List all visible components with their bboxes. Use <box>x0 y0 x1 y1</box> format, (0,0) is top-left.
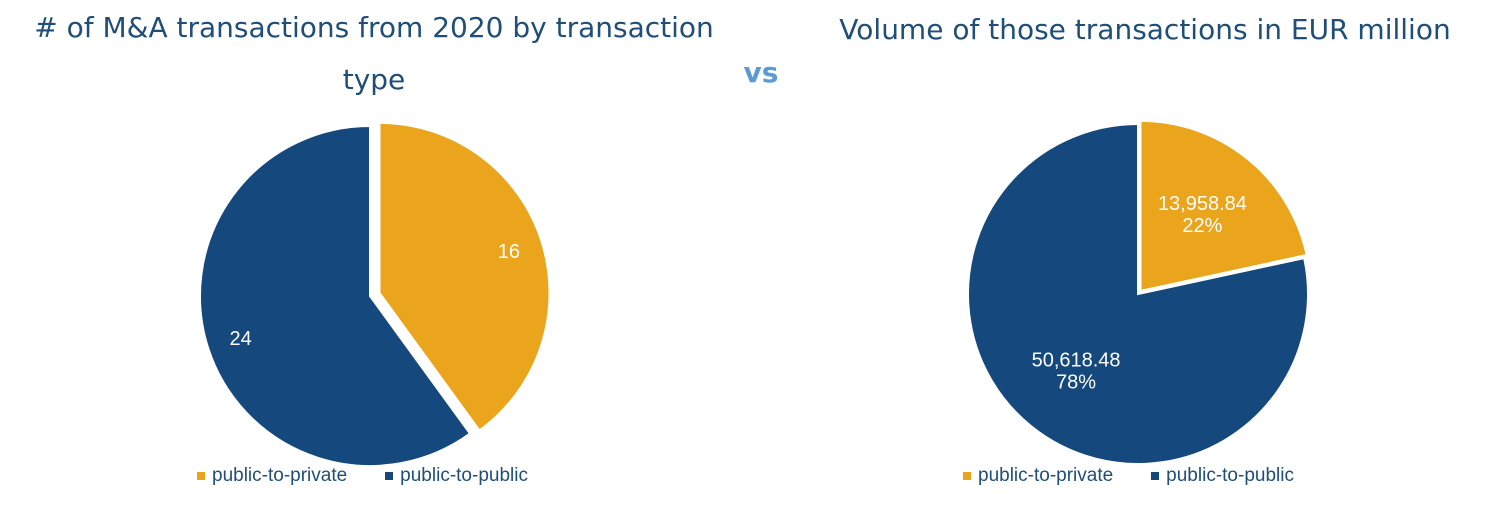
legend-item-public-to-public: public-to-public <box>385 465 528 487</box>
data-label-public-to-public: 24 <box>230 328 252 350</box>
data-label-public-to-private: 16 <box>498 241 520 263</box>
legend-swatch-public-to-public <box>385 472 394 480</box>
legend-right: public-to-private public-to-public <box>963 465 1294 487</box>
chart-title-left: # of M&A transactions from 2020 by trans… <box>34 11 714 96</box>
data-label-public-to-private: 13,958.84 22% <box>1158 193 1247 237</box>
chart-title-right: Volume of those transactions in EUR mill… <box>839 13 1451 46</box>
legend-swatch-public-to-private <box>197 472 205 480</box>
pie-slice-public-to-public <box>199 124 472 467</box>
legend-label: public-to-public <box>400 465 528 486</box>
legend-left: public-to-private public-to-public <box>197 465 528 487</box>
legend-item-public-to-private: public-to-private <box>963 465 1113 487</box>
pie-slice-public-to-private <box>378 121 551 432</box>
legend-label: public-to-private <box>212 465 348 486</box>
legend-swatch-public-to-public <box>1151 472 1160 480</box>
pie-slice-public-to-public <box>967 122 1309 465</box>
legend-item-public-to-public: public-to-public <box>1151 465 1294 487</box>
legend-label: public-to-private <box>978 465 1114 486</box>
data-label-public-to-public: 50,618.48 78% <box>1032 350 1121 394</box>
legend-item-public-to-private: public-to-private <box>197 465 347 487</box>
legend-label: public-to-public <box>1166 465 1294 486</box>
legend-swatch-public-to-private <box>963 472 971 480</box>
pie-slice-public-to-private <box>1139 119 1308 293</box>
vs-label: vs <box>743 56 779 89</box>
